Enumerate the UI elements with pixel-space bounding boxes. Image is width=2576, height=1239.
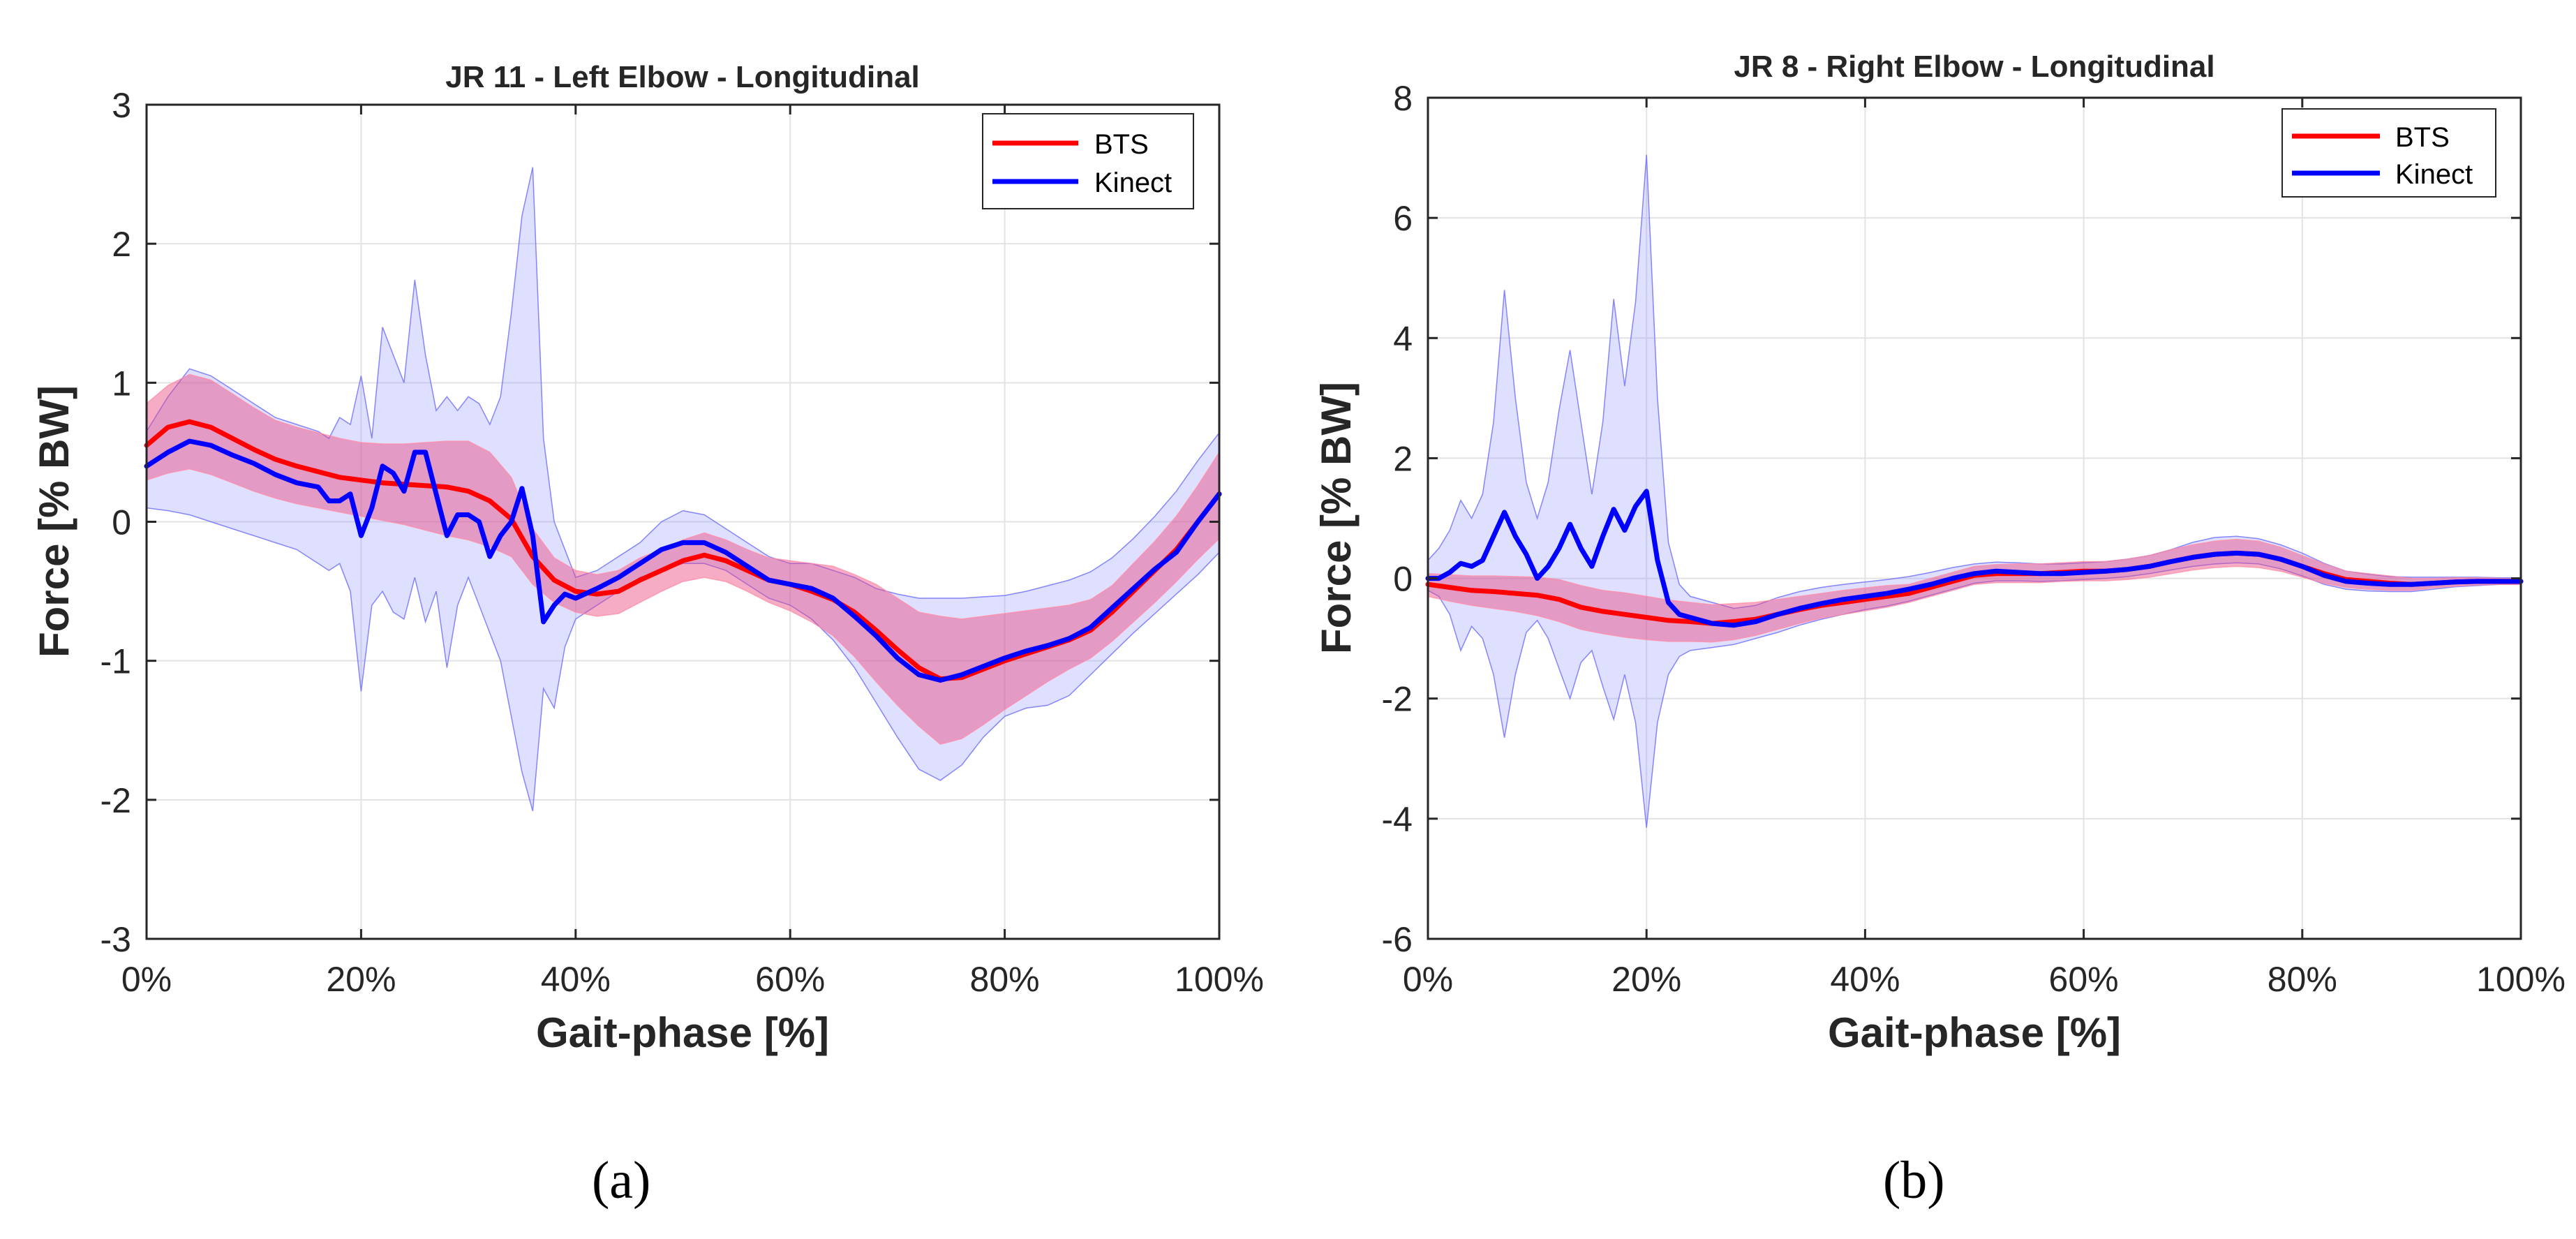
- y-tick-label: -4: [1382, 800, 1413, 839]
- legend-bts-label: BTS: [2395, 122, 2450, 153]
- chart-left-elbow: 0% 20% 40% 60% 80% 100% -3 -2 -1 0 1 2 3 JR 11 - Le…: [31, 60, 1264, 1056]
- y-tick-labels: -6 -4 -2 0 2 4 6 8: [1382, 79, 1413, 959]
- legend-box: [982, 113, 1194, 209]
- x-tick-label: 20%: [1611, 960, 1681, 999]
- legend: BTS Kinect: [982, 113, 1194, 209]
- chart-title: JR 11 - Left Elbow - Longitudinal: [445, 60, 920, 94]
- x-tick-label: 40%: [541, 960, 611, 999]
- y-tick-label: 4: [1393, 319, 1413, 358]
- y-tick-label: -3: [100, 920, 131, 959]
- x-axis-label: Gait-phase [%]: [536, 1009, 829, 1056]
- y-tick-label: 0: [112, 503, 131, 542]
- legend-bts-label: BTS: [1094, 129, 1149, 160]
- x-tick-label: 0%: [121, 960, 172, 999]
- legend-kinect-label: Kinect: [1094, 168, 1172, 198]
- x-tick-label: 0%: [1403, 960, 1453, 999]
- x-tick-label: 20%: [326, 960, 396, 999]
- x-tick-label: 60%: [755, 960, 825, 999]
- y-tick-label: 8: [1393, 79, 1413, 118]
- x-axis-label: Gait-phase [%]: [1828, 1009, 2121, 1056]
- legend: BTS Kinect: [2281, 108, 2496, 198]
- chart-right-elbow: 0% 20% 40% 60% 80% 100% -6 -4 -2 0 2 4 6 8 JR 8 - Ri…: [1313, 50, 2566, 1056]
- y-tick-label: 0: [1393, 560, 1413, 599]
- x-tick-label: 80%: [2268, 960, 2337, 999]
- caption-b: (b): [1883, 1151, 1945, 1210]
- x-tick-labels: 0% 20% 40% 60% 80% 100%: [121, 960, 1264, 999]
- y-tick-label: 2: [112, 225, 131, 264]
- y-axis-label: Force [% BW]: [31, 385, 77, 658]
- kinect-line: [144, 438, 1222, 683]
- y-tick-label: 1: [112, 364, 131, 403]
- series-lines: [1425, 489, 2524, 628]
- kinect-line: [1425, 489, 2524, 628]
- x-tick-labels: 0% 20% 40% 60% 80% 100%: [1403, 960, 2566, 999]
- x-tick-label: 100%: [1175, 960, 1264, 999]
- y-tick-label: 6: [1393, 199, 1413, 238]
- y-tick-labels: -3 -2 -1 0 1 2 3: [100, 86, 131, 959]
- series-lines: [144, 419, 1222, 683]
- y-tick-label: 3: [112, 86, 131, 125]
- y-axis-label: Force [% BW]: [1313, 382, 1360, 654]
- caption-a: (a): [592, 1151, 651, 1210]
- ticks: [1427, 96, 2522, 940]
- y-tick-label: -2: [1382, 680, 1413, 719]
- x-tick-label: 40%: [1830, 960, 1900, 999]
- x-tick-label: 60%: [2049, 960, 2119, 999]
- y-tick-label: -6: [1382, 920, 1413, 959]
- y-tick-label: -1: [100, 642, 131, 681]
- y-tick-label: -2: [100, 781, 131, 820]
- x-tick-label: 100%: [2476, 960, 2566, 999]
- x-tick-label: 80%: [970, 960, 1040, 999]
- y-tick-label: 2: [1393, 439, 1413, 478]
- axes-box: [1427, 96, 2522, 940]
- ticks: [145, 103, 1221, 940]
- legend-kinect-label: Kinect: [2395, 159, 2473, 190]
- chart-title: JR 8 - Right Elbow - Longitudinal: [1734, 50, 2214, 84]
- legend-box: [2281, 108, 2496, 198]
